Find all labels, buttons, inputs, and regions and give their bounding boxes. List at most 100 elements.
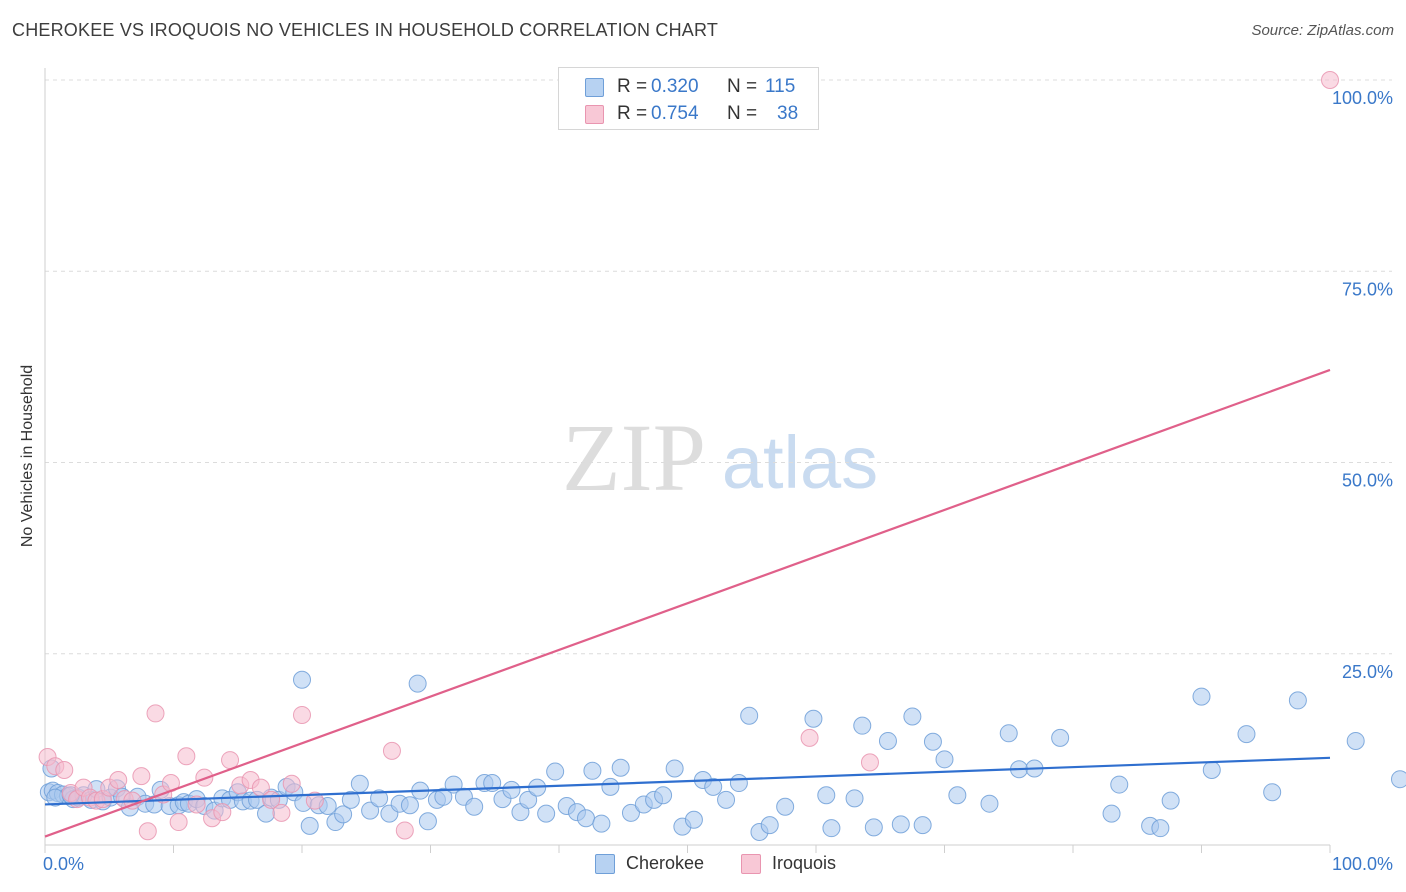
cherokee-point bbox=[864, 818, 883, 837]
watermark: ZIP atlas bbox=[562, 404, 878, 511]
iroquois-legend-swatch bbox=[741, 854, 761, 874]
cherokee-point bbox=[654, 786, 673, 805]
x-tick-label-min: 0.0% bbox=[43, 854, 84, 874]
iroquois-swatch bbox=[585, 105, 604, 124]
cherokee-point bbox=[502, 780, 521, 799]
cherokee-point bbox=[1346, 731, 1365, 750]
data-points bbox=[38, 71, 1406, 841]
cherokee-point bbox=[903, 707, 922, 726]
cherokee-point bbox=[1391, 770, 1406, 789]
iroquois-point bbox=[293, 705, 311, 724]
stats-legend: R = 0.320 N = 115 R = 0.754 N = 38 bbox=[558, 67, 819, 130]
iroquois-point bbox=[213, 803, 232, 822]
iroquois-point bbox=[221, 751, 240, 770]
cherokee-point bbox=[576, 809, 595, 828]
tick-labels: 25.0% 50.0% 75.0% 100.0% 0.0% 100.0% bbox=[43, 88, 1393, 874]
cherokee-point bbox=[776, 797, 795, 816]
y-tick-label: 50.0% bbox=[1342, 471, 1393, 491]
iroquois-point bbox=[138, 822, 157, 841]
cherokee-point bbox=[400, 796, 419, 815]
iroquois-point bbox=[55, 761, 74, 780]
iroquois-point bbox=[860, 753, 879, 772]
cherokee-point bbox=[370, 789, 389, 808]
cherokee-point bbox=[891, 815, 910, 834]
iroquois-legend-label: Iroquois bbox=[772, 853, 837, 873]
cherokee-n-value: 115 bbox=[765, 76, 796, 97]
trend-lines bbox=[44, 368, 1331, 838]
iroquois-point bbox=[187, 795, 206, 814]
cherokee-point bbox=[519, 790, 538, 809]
cherokee-point bbox=[408, 674, 427, 693]
cherokee-point bbox=[665, 759, 684, 778]
grid-lines bbox=[45, 79, 1392, 655]
cherokee-point bbox=[999, 724, 1018, 743]
iroquois-point bbox=[146, 704, 165, 723]
cherokee-point bbox=[1192, 687, 1211, 706]
axes bbox=[44, 68, 1331, 853]
cherokee-legend-swatch bbox=[595, 854, 615, 874]
cherokee-swatch bbox=[585, 78, 604, 97]
cherokee-trend-line bbox=[44, 756, 1331, 806]
cherokee-point bbox=[980, 794, 999, 813]
iroquois-point bbox=[169, 813, 188, 832]
cherokee-point bbox=[923, 732, 942, 751]
cherokee-point bbox=[760, 816, 779, 835]
iroquois-point bbox=[132, 767, 151, 786]
cherokee-point bbox=[1102, 804, 1121, 823]
cherokee-point bbox=[853, 716, 872, 735]
chart-title: CHEROKEE VS IROQUOIS NO VEHICLES IN HOUS… bbox=[12, 20, 719, 40]
cherokee-point bbox=[621, 803, 640, 822]
cherokee-point bbox=[740, 706, 759, 725]
cherokee-point bbox=[418, 812, 437, 831]
iroquois-point bbox=[382, 741, 401, 760]
iroquois-r-value: 0.754 bbox=[651, 103, 699, 124]
iroquois-r-label: R = bbox=[617, 103, 648, 124]
cherokee-point bbox=[601, 777, 620, 796]
cherokee-point bbox=[583, 761, 602, 780]
cherokee-point bbox=[361, 801, 380, 820]
cherokee-point bbox=[1288, 691, 1307, 710]
cherokee-point bbox=[1161, 791, 1180, 810]
watermark-zip: ZIP bbox=[562, 404, 706, 511]
source-attribution: Source: ZipAtlas.com bbox=[1251, 22, 1394, 39]
cherokee-point bbox=[913, 816, 932, 835]
y-tick-label: 75.0% bbox=[1342, 279, 1393, 299]
cherokee-point bbox=[729, 774, 748, 793]
cherokee-point bbox=[1237, 725, 1256, 744]
iroquois-point bbox=[177, 747, 196, 766]
cherokee-point bbox=[546, 762, 565, 781]
cherokee-point bbox=[935, 750, 954, 769]
iroquois-n-label: N = bbox=[727, 103, 758, 124]
cherokee-point bbox=[1051, 728, 1070, 747]
cherokee-point bbox=[592, 814, 611, 833]
cherokee-point bbox=[704, 777, 723, 796]
cherokee-point bbox=[350, 774, 369, 793]
cherokee-point bbox=[434, 787, 453, 806]
cherokee-point bbox=[845, 789, 864, 808]
cherokee-point bbox=[537, 804, 556, 823]
iroquois-point bbox=[109, 770, 128, 789]
cherokee-point bbox=[334, 805, 353, 824]
cherokee-point bbox=[717, 790, 736, 809]
x-tick-label-max: 100.0% bbox=[1332, 854, 1393, 874]
cherokee-point bbox=[300, 816, 319, 835]
cherokee-legend-label: Cherokee bbox=[626, 853, 705, 873]
iroquois-point bbox=[305, 791, 324, 810]
cherokee-point bbox=[1110, 775, 1129, 794]
cherokee-point bbox=[804, 709, 823, 728]
cherokee-n-label: N = bbox=[727, 76, 758, 97]
cherokee-point bbox=[1202, 761, 1221, 780]
y-tick-label: 100.0% bbox=[1332, 88, 1393, 108]
cherokee-point bbox=[878, 731, 897, 750]
cherokee-point bbox=[948, 786, 967, 805]
cherokee-point bbox=[465, 797, 484, 816]
iroquois-point bbox=[282, 774, 301, 793]
cherokee-point bbox=[684, 810, 703, 829]
iroquois-point bbox=[1321, 71, 1339, 89]
iroquois-trend-line bbox=[44, 368, 1331, 838]
y-tick-label: 25.0% bbox=[1342, 662, 1393, 682]
cherokee-point bbox=[1263, 783, 1282, 802]
cherokee-point bbox=[1151, 819, 1170, 838]
iroquois-point bbox=[272, 803, 291, 822]
